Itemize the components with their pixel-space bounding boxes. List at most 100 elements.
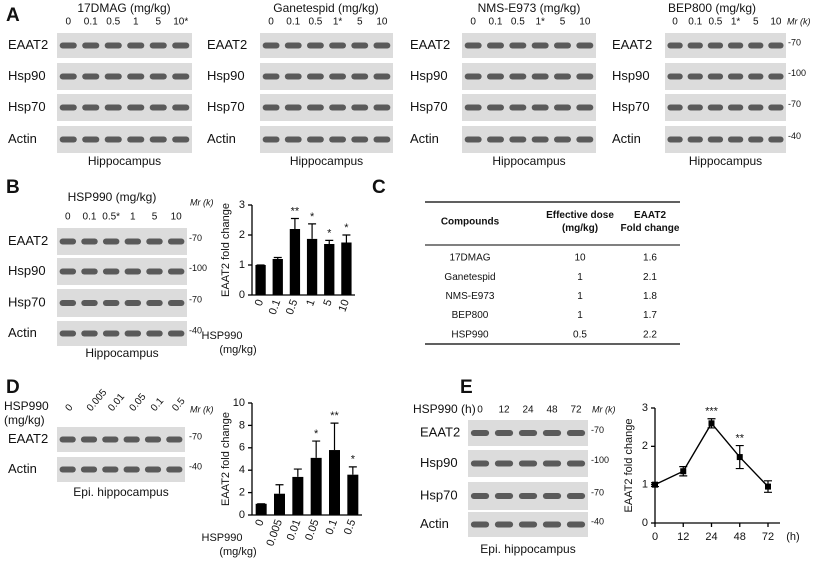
panel-label: D	[6, 377, 20, 398]
band	[518, 521, 538, 528]
mr-marker: -40	[189, 325, 202, 335]
lane-label: 10	[770, 17, 782, 28]
band	[566, 460, 586, 467]
lane-label: 10*	[173, 17, 188, 28]
y-tick-label: 10	[233, 397, 245, 409]
band	[554, 136, 571, 143]
mr-marker: -40	[189, 461, 202, 471]
lane-label: 5	[155, 17, 161, 28]
table-cell: 17DMAG	[449, 253, 490, 264]
band	[470, 493, 490, 499]
band	[768, 104, 784, 111]
lane-label: 0	[470, 17, 476, 28]
x-tick-label: 0	[253, 298, 266, 308]
band	[542, 493, 562, 499]
table-cell: NMS-E973	[446, 291, 495, 302]
row-label: Actin	[8, 325, 37, 340]
table-cell: BEP800	[452, 310, 489, 321]
band	[470, 460, 490, 467]
mr-marker: -100	[591, 455, 609, 465]
lane-label: 0	[65, 17, 71, 28]
row-label: Actin	[410, 131, 439, 146]
table-header: Fold change	[621, 223, 680, 234]
band	[707, 136, 724, 143]
table-cell: 1.7	[643, 310, 657, 321]
lane-label: 5	[357, 17, 363, 28]
blot-title: HSP990 (mg/kg)	[68, 190, 157, 204]
row-label: Hsp70	[420, 487, 458, 502]
error-bar	[308, 223, 317, 239]
x-tick-label: 10	[337, 298, 352, 314]
blot-title: BEP800 (mg/kg)	[668, 1, 756, 15]
blot-title: HSP990	[4, 399, 49, 413]
band	[127, 136, 145, 143]
band	[351, 42, 369, 49]
blot-strip	[462, 126, 596, 153]
lane-label: 0	[65, 212, 71, 223]
band	[542, 430, 562, 436]
band	[124, 300, 142, 306]
marker	[708, 420, 715, 427]
row-label: Hsp70	[8, 99, 46, 114]
band	[464, 42, 482, 49]
table-header: Compounds	[441, 217, 500, 228]
mr-marker: -70	[189, 295, 202, 305]
blot-strip	[260, 126, 393, 153]
band	[59, 268, 77, 275]
y-tick-label: 3	[239, 199, 245, 211]
band	[373, 73, 391, 80]
panel-label: B	[6, 177, 20, 198]
lane-label: 0	[268, 17, 274, 28]
band	[81, 238, 98, 245]
blot-strip	[57, 321, 187, 346]
band	[166, 436, 183, 443]
blot-title: HSP990 (h)	[413, 402, 476, 416]
row-label: Actin	[612, 131, 641, 146]
band	[59, 436, 76, 443]
band	[149, 136, 167, 143]
y-tick-label: 3	[642, 402, 648, 414]
blot-strip	[462, 94, 596, 121]
band	[127, 104, 145, 111]
y-tick-label: 0	[239, 509, 245, 521]
line	[654, 422, 769, 488]
band	[748, 136, 764, 143]
significance: ***	[705, 406, 719, 418]
band	[470, 521, 490, 528]
band	[554, 104, 571, 111]
blot-footer: Epi. hippocampus	[480, 542, 575, 556]
band	[102, 268, 120, 275]
marker	[736, 454, 743, 461]
lane-label: 0.5	[170, 396, 188, 414]
row-label: EAAT2	[8, 37, 48, 52]
band	[127, 73, 145, 80]
y-tick-label: 1	[239, 259, 245, 271]
band	[123, 466, 140, 473]
band	[306, 73, 324, 80]
table-cell: 1	[577, 291, 583, 302]
row-label: EAAT2	[8, 233, 48, 248]
band	[667, 42, 683, 49]
lane-label: 1*	[535, 17, 545, 28]
table-cell: HSP990	[451, 329, 489, 340]
table-cell: 10	[574, 253, 586, 264]
significance: **	[291, 205, 300, 217]
band	[351, 136, 369, 143]
lane-label: 0.5	[308, 17, 322, 28]
band	[464, 136, 482, 143]
bar	[274, 493, 285, 515]
mr-label: Mr (k)	[592, 404, 616, 414]
band	[59, 73, 77, 80]
blot-strip	[57, 258, 187, 285]
band	[494, 493, 514, 499]
mr-marker: -40	[788, 131, 801, 141]
row-label: Actin	[8, 461, 37, 476]
significance: *	[351, 454, 356, 466]
blot-strip	[260, 33, 393, 58]
band	[104, 73, 122, 80]
lane-label: 0.005	[85, 387, 110, 414]
y-tick-label: 4	[239, 464, 245, 476]
x-tick-label: 0.1	[324, 518, 341, 536]
bar	[272, 259, 283, 295]
band	[82, 42, 100, 49]
